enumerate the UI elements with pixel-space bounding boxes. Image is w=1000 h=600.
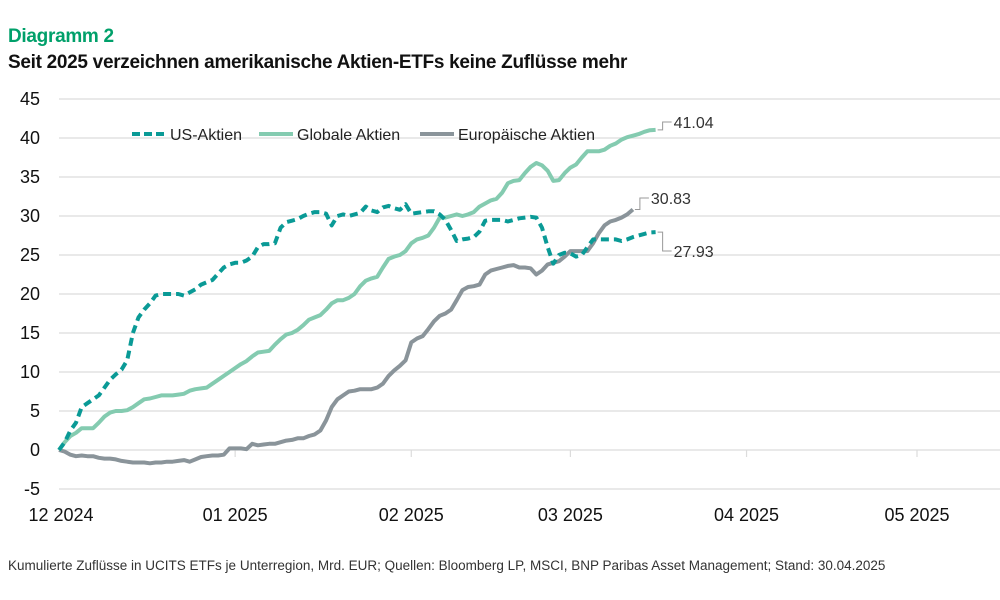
end-labels: 27.93 41.04 30.83 xyxy=(634,115,714,261)
x-axis: 12 2024 01 2025 02 2025 03 2025 04 2025 05 20… xyxy=(28,450,950,525)
series-line-globale-aktien xyxy=(57,127,656,452)
source-footnote: Kumulierte Zuflüsse in UCITS ETFs je Unt… xyxy=(8,558,886,573)
end-value-label: 30.83 xyxy=(651,191,691,208)
y-tick-label: 25 xyxy=(20,245,40,265)
end-value-label: 27.93 xyxy=(674,244,714,261)
y-tick-label: 10 xyxy=(20,362,40,382)
series-line-us-aktien xyxy=(57,202,656,452)
legend-label: Globale Aktien xyxy=(297,127,400,144)
x-tick-label: 12 2024 xyxy=(28,505,93,525)
y-tick-label: 15 xyxy=(20,323,40,343)
y-tick-label: 20 xyxy=(20,284,40,304)
end-value-label: 41.04 xyxy=(674,115,714,132)
y-tick-label: 0 xyxy=(30,440,40,460)
end-label-leader xyxy=(657,121,672,131)
gridlines xyxy=(59,98,1000,490)
chart-title: Seit 2025 verzeichnen amerikanische Akti… xyxy=(8,52,628,73)
legend-label: US-Aktien xyxy=(170,127,242,144)
y-tick-label: 30 xyxy=(20,206,40,226)
end-label-leader xyxy=(657,231,672,252)
y-tick-label: -5 xyxy=(24,479,40,499)
series-line-europäische-aktien xyxy=(58,207,635,466)
x-tick-label: 04 2025 xyxy=(714,505,779,525)
x-tick-label: 03 2025 xyxy=(538,505,603,525)
x-tick-label: 01 2025 xyxy=(203,505,268,525)
legend-label: Europäische Aktien xyxy=(458,127,595,144)
chart-kicker: Diagramm 2 xyxy=(8,26,114,47)
y-tick-label: 5 xyxy=(30,401,40,421)
x-tick-label: 05 2025 xyxy=(884,505,949,525)
y-tick-label: 35 xyxy=(20,167,40,187)
y-tick-label: 40 xyxy=(20,128,40,148)
legend: US-Aktien Globale Aktien Europäische Aktie… xyxy=(132,127,595,144)
series-lines xyxy=(57,127,656,466)
y-axis: 45 40 35 30 25 20 15 10 5 0 -5 xyxy=(20,89,40,499)
x-tick-label: 02 2025 xyxy=(379,505,444,525)
y-tick-label: 45 xyxy=(20,89,40,109)
end-label-leader xyxy=(634,197,649,211)
